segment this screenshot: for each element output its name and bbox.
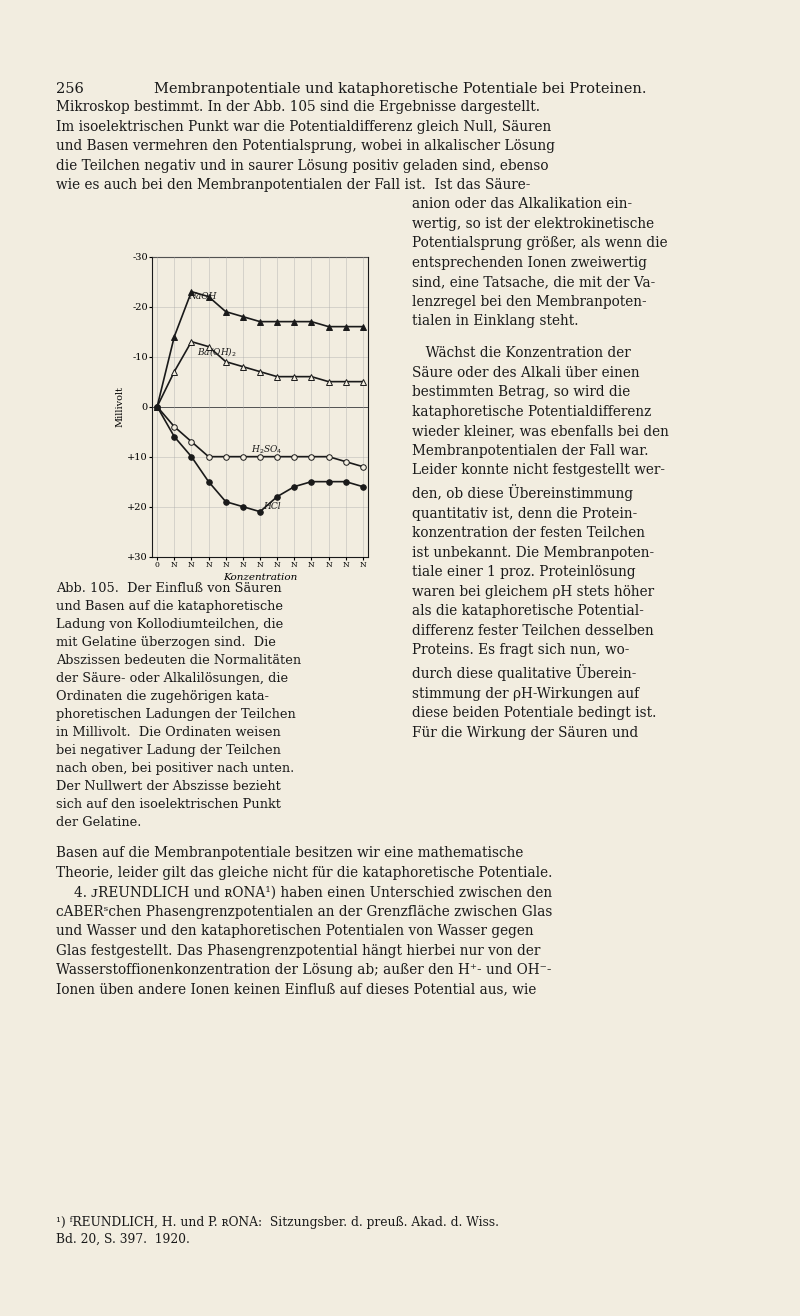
Text: HCl: HCl	[263, 503, 281, 511]
Text: Mikroskop bestimmt. In der Abb. 105 sind die Ergebnisse dargestellt.
Im isoelekt: Mikroskop bestimmt. In der Abb. 105 sind…	[56, 100, 555, 192]
Text: Ba(OH)$_2$: Ba(OH)$_2$	[197, 345, 237, 358]
Text: Abb. 105.  Der Einfluß von Säuren
und Basen auf die kataphoretische
Ladung von K: Abb. 105. Der Einfluß von Säuren und Bas…	[56, 582, 301, 829]
Text: Basen auf die Membranpotentiale besitzen wir eine mathematische
Theorie, leider : Basen auf die Membranpotentiale besitzen…	[56, 846, 552, 996]
X-axis label: Konzentration: Konzentration	[223, 572, 297, 582]
Text: Wächst die Konzentration der
Säure oder des Alkali über einen
bestimmten Betrag,: Wächst die Konzentration der Säure oder …	[412, 346, 669, 740]
Text: H$_2$SO$_4$: H$_2$SO$_4$	[251, 443, 283, 457]
Text: Membranpotentiale und kataphoretische Potentiale bei Proteinen.: Membranpotentiale und kataphoretische Po…	[154, 82, 646, 96]
Y-axis label: Millivolt: Millivolt	[115, 386, 125, 428]
Text: anion oder das Alkalikation ein-
wertig, so ist der elektrokinetische
Potentials: anion oder das Alkalikation ein- wertig,…	[412, 197, 668, 329]
Text: 256: 256	[56, 82, 84, 96]
Text: NaOH: NaOH	[188, 292, 217, 301]
Text: ¹) ᶠREUNDLICH, H. und P. ʀONA:  Sitzungsber. d. preuß. Akad. d. Wiss.
Bd. 20, S.: ¹) ᶠREUNDLICH, H. und P. ʀONA: Sitzungsb…	[56, 1216, 499, 1246]
